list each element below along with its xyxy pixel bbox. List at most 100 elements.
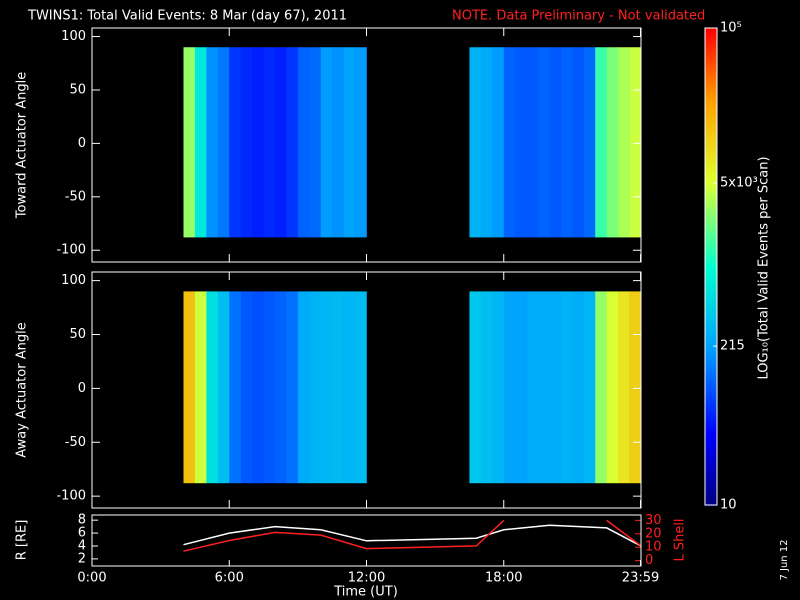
colorbar-swatch <box>705 360 717 363</box>
colorbar-swatch <box>705 228 717 231</box>
colorbar-swatch <box>705 492 717 495</box>
heatmap-cell <box>549 47 562 238</box>
footer: 7 Jun 12 <box>779 539 790 580</box>
colorbar-swatch <box>705 328 717 331</box>
colorbar-swatch <box>705 232 717 235</box>
colorbar-swatch <box>705 340 717 343</box>
y2-tick-label: 10 <box>645 540 662 555</box>
heatmap-cell <box>515 291 527 484</box>
colorbar-swatch <box>705 474 717 477</box>
colorbar-swatch <box>705 478 717 481</box>
colorbar-swatch <box>705 222 717 225</box>
colorbar-swatch <box>705 76 717 79</box>
colorbar-swatch <box>705 164 717 167</box>
colorbar-swatch <box>705 310 717 313</box>
colorbar-swatch <box>705 92 717 95</box>
colorbar-swatch <box>705 264 717 267</box>
heatmap-cell <box>297 47 310 238</box>
colorbar-swatch <box>705 194 717 197</box>
colorbar-swatch <box>705 260 717 263</box>
colorbar-swatch <box>705 324 717 327</box>
colorbar-swatch <box>705 466 717 469</box>
colorbar-swatch <box>705 172 717 175</box>
colorbar-swatch <box>705 326 717 329</box>
heatmap-cell <box>309 47 322 238</box>
heatmap-cell <box>217 47 230 238</box>
colorbar-swatch <box>705 382 717 385</box>
colorbar-tick-label: 215 <box>720 339 745 354</box>
heatmap-cell <box>595 291 607 484</box>
colorbar-swatch <box>705 332 717 335</box>
colorbar-swatch <box>705 180 717 183</box>
colorbar-swatch <box>705 162 717 165</box>
colorbar-swatch <box>705 308 717 311</box>
colorbar-swatch <box>705 458 717 461</box>
colorbar-swatch <box>705 120 717 123</box>
colorbar-swatch <box>705 408 717 411</box>
heatmap-cell <box>297 291 310 484</box>
colorbar-swatch <box>705 484 717 487</box>
heatmap-cell <box>263 291 276 484</box>
colorbar-swatch <box>705 294 717 297</box>
y-tick-label: 50 <box>69 327 86 342</box>
colorbar-swatch <box>705 350 717 353</box>
colorbar-swatch <box>705 398 717 401</box>
colorbar-swatch <box>705 436 717 439</box>
colorbar-swatch <box>705 236 717 239</box>
colorbar-swatch <box>705 72 717 75</box>
colorbar-swatch <box>705 256 717 259</box>
colorbar-swatch <box>705 296 717 299</box>
colorbar-swatch <box>705 198 717 201</box>
colorbar-swatch <box>705 280 717 283</box>
colorbar-swatch <box>705 36 717 39</box>
colorbar-swatch <box>705 446 717 449</box>
line-series <box>183 524 642 547</box>
y2-axis-label: L Shell <box>673 518 688 561</box>
heatmap-cell <box>629 47 642 238</box>
colorbar-swatch <box>705 152 717 155</box>
colorbar-swatch <box>705 304 717 307</box>
x-tick-label: 23:59 <box>622 571 659 586</box>
chart-title: TWINS1: Total Valid Events: 8 Mar (day 6… <box>27 9 347 24</box>
colorbar-swatch <box>705 482 717 485</box>
colorbar-swatch <box>705 476 717 479</box>
line-series <box>183 519 642 552</box>
colorbar-swatch <box>705 366 717 369</box>
colorbar-swatch <box>705 64 717 67</box>
heatmap-cell <box>286 291 299 484</box>
colorbar-swatch <box>705 464 717 467</box>
heatmap-cell <box>492 291 505 484</box>
colorbar-swatch <box>705 460 717 463</box>
colorbar-swatch <box>705 290 717 293</box>
colorbar-swatch <box>705 472 717 475</box>
colorbar-swatch <box>705 150 717 153</box>
colorbar-swatch <box>705 116 717 119</box>
colorbar-swatch <box>705 158 717 161</box>
heatmap-cell <box>286 47 299 238</box>
colorbar-swatch <box>705 386 717 389</box>
colorbar-swatch <box>705 316 717 319</box>
colorbar-swatch <box>705 306 717 309</box>
colorbar-swatch <box>705 372 717 375</box>
colorbar-swatch <box>705 40 717 43</box>
heatmap-cell <box>343 291 356 484</box>
heatmap-cell <box>309 291 322 484</box>
heatmap-cell <box>275 291 287 484</box>
heatmap-cell <box>618 291 630 484</box>
heatmap-cell <box>240 291 253 484</box>
y-tick-label: 2 <box>78 551 86 566</box>
colorbar-swatch <box>705 336 717 339</box>
colorbar-frame <box>704 27 718 506</box>
colorbar-swatch <box>705 192 717 195</box>
x-tick-label: 18:00 <box>485 571 522 586</box>
colorbar-swatch <box>705 46 717 49</box>
colorbar-swatch <box>705 118 717 121</box>
x-tick-label: 0:00 <box>77 571 106 586</box>
colorbar-swatch <box>705 348 717 351</box>
heatmap-cell <box>229 47 241 238</box>
heatmap-cell <box>194 291 207 484</box>
heatmap-cell <box>229 291 241 484</box>
colorbar-swatch <box>705 374 717 377</box>
colorbar-swatch <box>705 298 717 301</box>
y-axis-label: R [RE] <box>15 520 30 561</box>
